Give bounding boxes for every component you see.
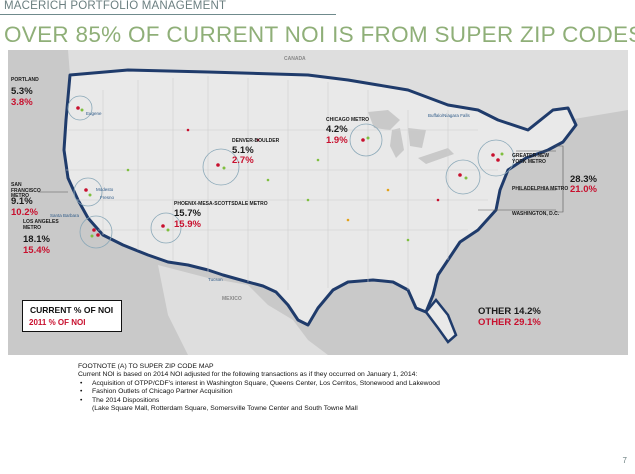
state-borders (66, 76, 498, 290)
canada-label: CANADA (284, 56, 306, 62)
footnote-detail: (Lake Square Mall, Rotterdam Square, Som… (92, 405, 358, 413)
city-tucson: Tucson (208, 277, 223, 282)
phoenix-circle (150, 212, 182, 244)
city-santa-barbara: Santa Barbara (50, 213, 80, 218)
region-la-prior: 15.4% (23, 245, 50, 256)
region-sf-current: 9.1% (11, 196, 33, 207)
region-east-current: 28.3% (570, 174, 597, 185)
lake-superior (368, 110, 400, 130)
footnote-heading: FOOTNOTE (A) TO SUPER ZIP CODE MAP (78, 363, 214, 370)
city-buffalo: Buffalo/Niagara Falls (428, 113, 470, 118)
region-east-prior: 21.0% (570, 184, 597, 195)
city-eugene: Eugene (86, 111, 102, 116)
region-portland-name: PORTLAND (11, 77, 39, 83)
chicago-circle (349, 123, 383, 157)
region-sf-name: SAN FRANCISCO METRO (11, 182, 41, 199)
region-portland-prior: 3.8% (11, 97, 33, 108)
header-rule (0, 14, 336, 15)
portland-circle (67, 95, 93, 121)
footnote-item: The 2014 Dispositions (78, 397, 618, 406)
region-chicago-name: CHICAGO METRO (326, 117, 370, 123)
region-denver-current: 5.1% (232, 145, 254, 156)
legend-current: CURRENT % OF NOI (30, 305, 114, 315)
section-title: MACERICH PORTFOLIO MANAGEMENT (4, 0, 227, 12)
lake-huron (408, 128, 426, 148)
region-la-current: 18.1% (23, 234, 50, 245)
mexico-land (158, 265, 328, 355)
map-legend: CURRENT % OF NOI 2011 % OF NOI (22, 300, 122, 332)
legend-prior: 2011 % OF NOI (29, 318, 86, 327)
region-ny-name: GREATER NEW YORK METRO (512, 153, 550, 165)
page-number: 7 (622, 456, 627, 465)
ny-circle (477, 139, 515, 177)
canada-land (68, 50, 628, 130)
region-chicago-current: 4.2% (326, 124, 348, 135)
region-dc-name: WASHINGTON, D.C. (512, 211, 560, 217)
region-phoenix-name: PHOENIX-MESA-SCOTTSDALE METRO (174, 201, 268, 207)
page-title: OVER 85% OF CURRENT NOI IS FROM SUPER ZI… (4, 22, 635, 47)
la-circle (79, 215, 113, 249)
other-prior: OTHER 29.1% (478, 317, 541, 328)
region-philly-name: PHILADELPHIA METRO (512, 186, 569, 192)
metro-circles (67, 95, 515, 249)
property-markers (76, 106, 504, 242)
lake-erie (418, 148, 454, 164)
lake-michigan (390, 128, 404, 158)
region-sf-prior: 10.2% (11, 207, 38, 218)
dc-circle (445, 159, 481, 195)
us-map: CANADA MEXICO Eugene Modesto Fresno Sant… (8, 50, 628, 355)
footnote-item: Acquisition of OTPP/CDF's interest in Wa… (78, 380, 618, 389)
footnote-item: Fashion Outlets of Chicago Partner Acqui… (78, 388, 618, 397)
region-denver-name: DENVER-BOULDER (232, 138, 280, 144)
denver-circle (202, 148, 240, 186)
other-current: OTHER 14.2% (478, 306, 541, 317)
mexico-label: MEXICO (222, 296, 242, 302)
region-portland-current: 5.3% (11, 86, 33, 97)
florida-land (424, 298, 458, 344)
us-map-graphic (8, 50, 628, 355)
sf-circle (73, 177, 103, 207)
region-la-name: LOS ANGELES METRO (23, 219, 59, 231)
city-modesto: Modesto (96, 187, 114, 192)
region-phoenix-prior: 15.9% (174, 219, 201, 230)
region-chicago-prior: 1.9% (326, 135, 348, 146)
region-phoenix-current: 15.7% (174, 208, 201, 219)
footnote: FOOTNOTE (A) TO SUPER ZIP CODE MAP Curre… (78, 363, 618, 413)
region-denver-prior: 2.7% (232, 155, 254, 166)
footnote-intro: Current NOI is based on 2014 NOI adjuste… (78, 371, 418, 379)
leader-lines (38, 145, 564, 213)
city-fresno: Fresno (100, 195, 115, 200)
